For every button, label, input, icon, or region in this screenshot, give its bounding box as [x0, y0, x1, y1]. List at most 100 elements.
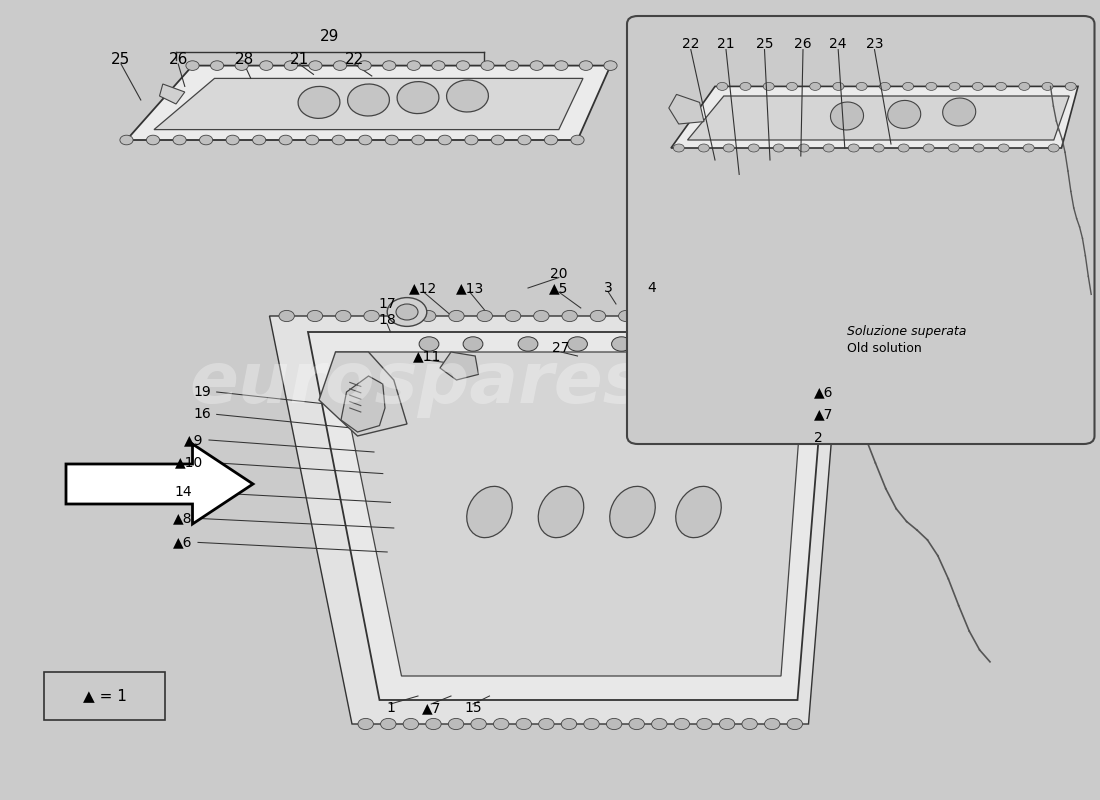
Circle shape — [226, 135, 239, 145]
Text: 20: 20 — [550, 266, 568, 281]
Ellipse shape — [830, 102, 864, 130]
Text: ▲8: ▲8 — [173, 511, 192, 526]
Text: ▲7: ▲7 — [814, 407, 834, 422]
Circle shape — [477, 310, 493, 322]
Polygon shape — [688, 96, 1069, 140]
Ellipse shape — [888, 101, 921, 128]
Circle shape — [618, 310, 634, 322]
Circle shape — [926, 82, 937, 90]
Ellipse shape — [348, 84, 389, 116]
Circle shape — [879, 82, 890, 90]
Ellipse shape — [298, 86, 340, 118]
Circle shape — [505, 310, 520, 322]
Text: ▲6: ▲6 — [173, 535, 192, 550]
Polygon shape — [126, 66, 610, 140]
Text: eurospares: eurospares — [189, 350, 647, 418]
Circle shape — [260, 61, 273, 70]
Circle shape — [516, 718, 531, 730]
Ellipse shape — [609, 486, 656, 538]
Text: Soluzione superata: Soluzione superata — [847, 326, 967, 338]
Circle shape — [173, 135, 186, 145]
Polygon shape — [270, 316, 842, 724]
Circle shape — [732, 310, 747, 322]
Circle shape — [518, 135, 531, 145]
Circle shape — [584, 718, 600, 730]
Text: 25: 25 — [111, 53, 131, 67]
Circle shape — [438, 135, 451, 145]
Circle shape — [659, 337, 679, 351]
Circle shape — [383, 61, 396, 70]
Circle shape — [647, 310, 662, 322]
Circle shape — [407, 61, 420, 70]
Circle shape — [674, 718, 690, 730]
Circle shape — [923, 144, 934, 152]
Circle shape — [284, 61, 297, 70]
Circle shape — [974, 144, 984, 152]
Circle shape — [591, 310, 606, 322]
Text: 3: 3 — [604, 281, 613, 295]
Polygon shape — [440, 352, 478, 380]
Text: 29: 29 — [320, 29, 340, 44]
Circle shape — [799, 144, 810, 152]
Circle shape — [494, 718, 509, 730]
Circle shape — [705, 337, 725, 351]
Text: ▲ = 1: ▲ = 1 — [82, 689, 126, 703]
Circle shape — [210, 61, 223, 70]
Circle shape — [571, 135, 584, 145]
Circle shape — [411, 135, 425, 145]
Circle shape — [949, 82, 960, 90]
Circle shape — [764, 718, 780, 730]
Polygon shape — [319, 352, 407, 436]
Circle shape — [306, 135, 319, 145]
Text: 26: 26 — [794, 37, 812, 51]
Circle shape — [279, 135, 293, 145]
Circle shape — [561, 718, 576, 730]
Circle shape — [748, 144, 759, 152]
Polygon shape — [341, 376, 385, 432]
Text: 1: 1 — [386, 701, 395, 715]
Circle shape — [786, 82, 798, 90]
Text: 24: 24 — [829, 37, 847, 51]
Circle shape — [481, 61, 494, 70]
Text: ▲12: ▲12 — [409, 281, 438, 295]
Circle shape — [789, 310, 804, 322]
Circle shape — [760, 310, 775, 322]
Text: 21: 21 — [717, 37, 735, 51]
Circle shape — [651, 718, 667, 730]
Ellipse shape — [397, 82, 439, 114]
Circle shape — [696, 718, 712, 730]
Circle shape — [1042, 82, 1053, 90]
Circle shape — [604, 61, 617, 70]
Circle shape — [492, 135, 505, 145]
Circle shape — [364, 310, 380, 322]
Circle shape — [673, 144, 684, 152]
Text: 28: 28 — [234, 53, 254, 67]
Polygon shape — [671, 86, 1078, 148]
Text: ▲9: ▲9 — [184, 433, 204, 447]
Circle shape — [419, 337, 439, 351]
Circle shape — [404, 718, 419, 730]
Text: 23: 23 — [866, 37, 883, 51]
Circle shape — [385, 135, 398, 145]
Text: ▲6: ▲6 — [814, 385, 834, 399]
Circle shape — [703, 310, 718, 322]
Circle shape — [763, 82, 774, 90]
Circle shape — [719, 718, 735, 730]
Circle shape — [332, 135, 345, 145]
Text: 25: 25 — [756, 37, 773, 51]
Text: 27: 27 — [552, 341, 570, 355]
Text: 4: 4 — [647, 281, 656, 295]
Circle shape — [741, 718, 757, 730]
Circle shape — [426, 718, 441, 730]
Circle shape — [1019, 82, 1030, 90]
Circle shape — [449, 718, 464, 730]
Circle shape — [740, 82, 751, 90]
Circle shape — [972, 82, 983, 90]
Circle shape — [539, 718, 554, 730]
Text: 16: 16 — [194, 407, 211, 422]
Circle shape — [717, 82, 728, 90]
Circle shape — [279, 310, 295, 322]
Circle shape — [534, 310, 549, 322]
Circle shape — [235, 61, 249, 70]
Circle shape — [629, 718, 645, 730]
